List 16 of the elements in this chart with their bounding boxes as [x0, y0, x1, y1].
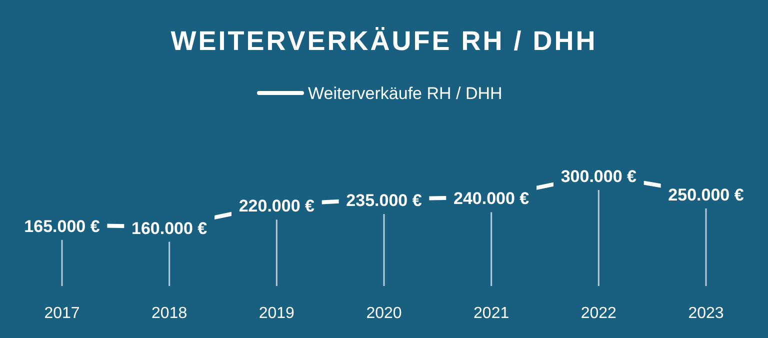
x-tick-label: 2019 [258, 305, 295, 322]
data-label: 235.000 € [346, 191, 422, 210]
x-tick-label: 2022 [580, 305, 617, 322]
data-label: 165.000 € [24, 216, 100, 236]
chart-title: WEITERVERKÄUFE RH / DHH [170, 26, 598, 56]
x-tick-label: 2023 [688, 305, 724, 322]
data-label: 220.000 € [238, 196, 316, 216]
data-label: 250.000 € [668, 186, 744, 204]
legend-label: Weiterverkäufe RH / DHH [308, 84, 502, 103]
x-tick-label: 2020 [366, 305, 402, 322]
data-label: 300.000 € [560, 167, 638, 186]
x-tick-label: 2021 [474, 305, 510, 322]
data-label: 240.000 € [454, 189, 530, 208]
data-label: 160.000 € [132, 218, 208, 238]
x-tick-label: 2018 [152, 305, 188, 322]
x-tick-label: 2017 [44, 305, 80, 322]
